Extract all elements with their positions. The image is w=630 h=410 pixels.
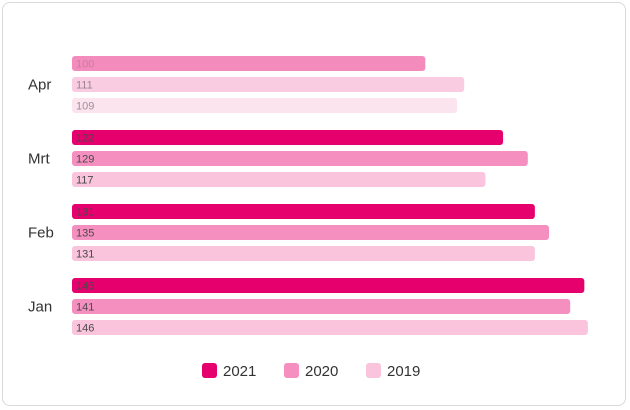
legend-label-2020[interactable]: 2020 (305, 363, 338, 380)
legend-swatch-2020[interactable] (284, 363, 299, 378)
category-label-apr: Apr (28, 77, 51, 94)
value-label-apr-2021: 100 (76, 59, 94, 71)
value-label-mrt-2020: 129 (76, 154, 94, 166)
value-label-jan-2019: 146 (76, 323, 94, 335)
value-label-apr-2020: 111 (76, 80, 93, 92)
bar-feb-2020[interactable] (72, 225, 549, 240)
value-label-jan-2020: 141 (76, 302, 94, 314)
category-label-jan: Jan (28, 299, 52, 316)
bar-jan-2019[interactable] (72, 320, 588, 335)
bar-jan-2021[interactable] (72, 278, 585, 293)
legend-label-2019[interactable]: 2019 (387, 363, 420, 380)
bar-apr-2019[interactable] (72, 98, 458, 113)
legend-swatch-2021[interactable] (202, 363, 217, 378)
category-label-mrt: Mrt (28, 151, 50, 168)
value-label-feb-2019: 131 (76, 249, 94, 261)
bar-apr-2020[interactable] (72, 77, 465, 92)
bar-feb-2021[interactable] (72, 204, 535, 219)
value-label-mrt-2019: 117 (76, 175, 94, 187)
bar-jan-2020[interactable] (72, 299, 571, 314)
legend-label-2021[interactable]: 2021 (223, 363, 256, 380)
bar-feb-2019[interactable] (72, 246, 535, 261)
legend-swatch-2019[interactable] (366, 363, 381, 378)
bar-mrt-2020[interactable] (72, 151, 528, 166)
category-label-mei: Mei (28, 51, 52, 68)
value-label-apr-2019: 109 (76, 101, 94, 113)
value-label-feb-2021: 131 (76, 207, 94, 219)
value-label-feb-2020: 135 (76, 228, 94, 240)
value-label-jan-2021: 145 (76, 281, 94, 293)
category-label-feb: Feb (28, 225, 54, 242)
bar-apr-2021[interactable] (72, 56, 426, 71)
bar-mrt-2021[interactable] (72, 130, 504, 145)
bar-mrt-2019[interactable] (72, 172, 486, 187)
value-label-mrt-2021: 122 (76, 133, 94, 145)
